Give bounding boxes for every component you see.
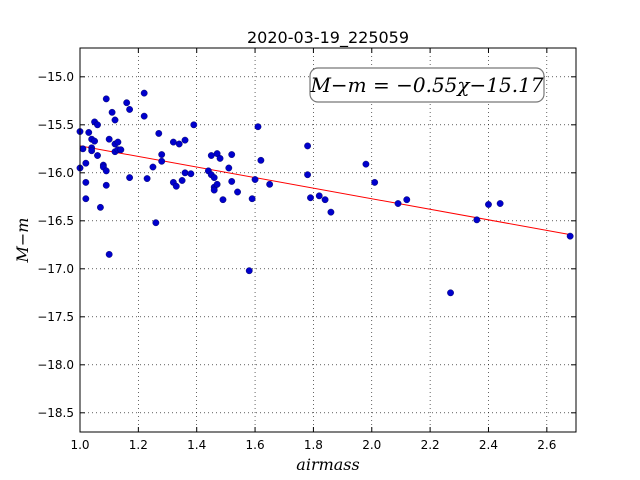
data-point xyxy=(88,147,96,155)
data-point xyxy=(82,159,90,167)
data-point xyxy=(307,194,314,202)
data-point xyxy=(152,219,160,227)
data-point xyxy=(225,164,233,172)
data-point xyxy=(181,136,189,144)
data-point xyxy=(187,170,195,178)
data-point xyxy=(108,108,116,116)
grid-lines xyxy=(79,48,576,432)
data-point xyxy=(394,200,402,207)
data-point xyxy=(82,178,90,186)
x-tick-label: 1.0 xyxy=(70,438,89,452)
data-point xyxy=(213,180,221,188)
data-point xyxy=(175,140,183,148)
data-point xyxy=(566,232,574,240)
x-tick-label: 2.4 xyxy=(479,438,498,452)
equation-box-frame xyxy=(309,67,545,103)
data-point xyxy=(207,152,215,159)
x-tick-label: 2.2 xyxy=(421,438,440,452)
data-point xyxy=(210,174,218,182)
fit-equation-box: M−m = −0.55χ−15.17 xyxy=(309,67,545,103)
data-point xyxy=(190,121,198,129)
data-point xyxy=(155,130,163,137)
data-point xyxy=(210,186,218,194)
data-points xyxy=(76,89,574,297)
data-point xyxy=(149,163,157,171)
data-point xyxy=(219,196,227,204)
x-tick-label: 1.4 xyxy=(187,438,206,452)
data-point xyxy=(216,154,224,162)
axis-ticks xyxy=(79,48,576,432)
data-point xyxy=(85,129,93,136)
data-point xyxy=(102,181,110,189)
x-tick-label: 2.0 xyxy=(362,438,381,452)
data-point xyxy=(94,121,101,129)
data-point xyxy=(178,177,186,184)
x-axis-label: airmass xyxy=(296,455,359,474)
data-point xyxy=(485,201,492,208)
data-point xyxy=(266,180,274,188)
data-point xyxy=(97,203,104,211)
data-point xyxy=(327,208,335,216)
data-point xyxy=(473,216,481,224)
data-point xyxy=(111,116,119,124)
data-point xyxy=(321,196,329,204)
data-point xyxy=(117,146,125,154)
y-tick-label: −18.5 xyxy=(37,406,74,420)
fit-equation: M−m = −0.55χ−15.17 xyxy=(309,73,543,97)
x-tick-label: 1.6 xyxy=(246,438,265,452)
data-point xyxy=(304,142,311,150)
x-tick-label: 1.8 xyxy=(304,438,323,452)
data-point xyxy=(105,250,113,258)
data-point xyxy=(181,169,189,177)
y-tick-label: −17.0 xyxy=(37,262,74,276)
data-point xyxy=(254,123,262,131)
data-point xyxy=(143,175,151,182)
y-tick-label: −17.5 xyxy=(37,310,74,324)
data-point xyxy=(91,137,98,145)
y-tick-label: −18.0 xyxy=(37,358,74,372)
chart-title: 2020-03-19_225059 xyxy=(247,28,409,48)
data-point xyxy=(228,151,236,158)
y-tick-label: −16.5 xyxy=(37,214,74,228)
data-point xyxy=(94,152,101,159)
data-point xyxy=(114,138,122,146)
data-point xyxy=(105,135,113,143)
data-point xyxy=(102,95,110,103)
data-point xyxy=(140,112,148,120)
data-point xyxy=(257,156,265,164)
data-point xyxy=(371,178,379,186)
data-point xyxy=(158,151,166,158)
data-point xyxy=(362,160,370,168)
data-point xyxy=(234,188,241,196)
y-axis-label: M−m xyxy=(13,218,32,264)
data-point xyxy=(169,138,177,146)
data-point xyxy=(251,176,259,183)
data-point xyxy=(315,192,323,200)
data-point xyxy=(447,289,454,297)
data-point xyxy=(496,200,504,207)
data-point xyxy=(248,195,256,203)
data-point xyxy=(403,196,411,204)
y-tick-label: −15.0 xyxy=(37,70,74,84)
x-tick-labels: 1.0 1.2 1.4 1.6 1.8 2.0 2.2 2.4 2.6 xyxy=(70,438,556,452)
y-tick-label: −16.0 xyxy=(37,166,74,180)
data-point xyxy=(79,145,87,153)
data-point xyxy=(245,267,253,275)
data-point xyxy=(82,195,90,203)
plot-frame xyxy=(79,47,577,433)
data-point xyxy=(304,171,311,179)
data-point xyxy=(102,167,110,175)
data-point xyxy=(126,174,134,182)
data-point xyxy=(123,99,131,107)
data-point xyxy=(172,182,180,190)
data-point xyxy=(228,178,236,185)
x-tick-label: 1.2 xyxy=(129,438,148,452)
data-point xyxy=(140,89,148,97)
x-tick-label: 2.6 xyxy=(537,438,556,452)
data-point xyxy=(158,157,166,165)
y-tick-labels: −15.0 −15.5 −16.0 −16.5 −17.0 −17.5 −18.0 −18.5 xyxy=(37,70,74,420)
data-point xyxy=(126,106,134,113)
y-tick-label: −15.5 xyxy=(37,118,74,132)
